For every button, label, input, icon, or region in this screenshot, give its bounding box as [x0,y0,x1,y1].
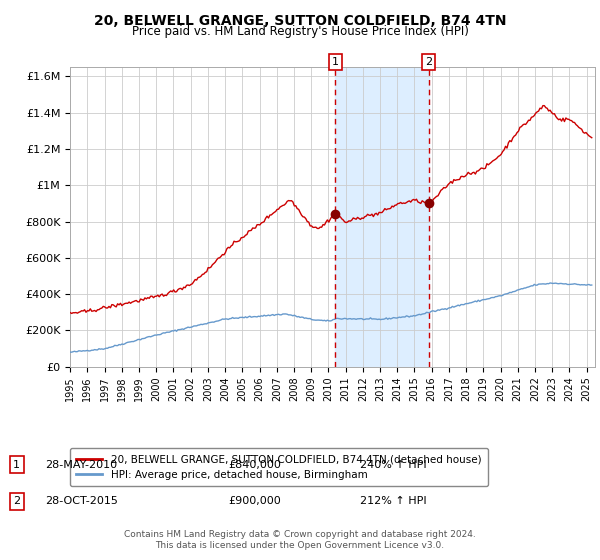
Text: £840,000: £840,000 [228,460,281,470]
Text: 1: 1 [13,460,20,470]
Text: 1: 1 [332,57,339,67]
Text: 2: 2 [425,57,433,67]
Text: 28-MAY-2010: 28-MAY-2010 [45,460,117,470]
Text: 28-OCT-2015: 28-OCT-2015 [45,496,118,506]
Text: 212% ↑ HPI: 212% ↑ HPI [360,496,427,506]
Text: Price paid vs. HM Land Registry's House Price Index (HPI): Price paid vs. HM Land Registry's House … [131,25,469,38]
Text: This data is licensed under the Open Government Licence v3.0.: This data is licensed under the Open Gov… [155,541,445,550]
Text: 20, BELWELL GRANGE, SUTTON COLDFIELD, B74 4TN: 20, BELWELL GRANGE, SUTTON COLDFIELD, B7… [94,14,506,28]
Legend: 20, BELWELL GRANGE, SUTTON COLDFIELD, B74 4TN (detached house), HPI: Average pri: 20, BELWELL GRANGE, SUTTON COLDFIELD, B7… [70,449,488,486]
Text: Contains HM Land Registry data © Crown copyright and database right 2024.: Contains HM Land Registry data © Crown c… [124,530,476,539]
Text: £900,000: £900,000 [228,496,281,506]
Text: 2: 2 [13,496,20,506]
Text: 240% ↑ HPI: 240% ↑ HPI [360,460,427,470]
Bar [335,67,429,367]
